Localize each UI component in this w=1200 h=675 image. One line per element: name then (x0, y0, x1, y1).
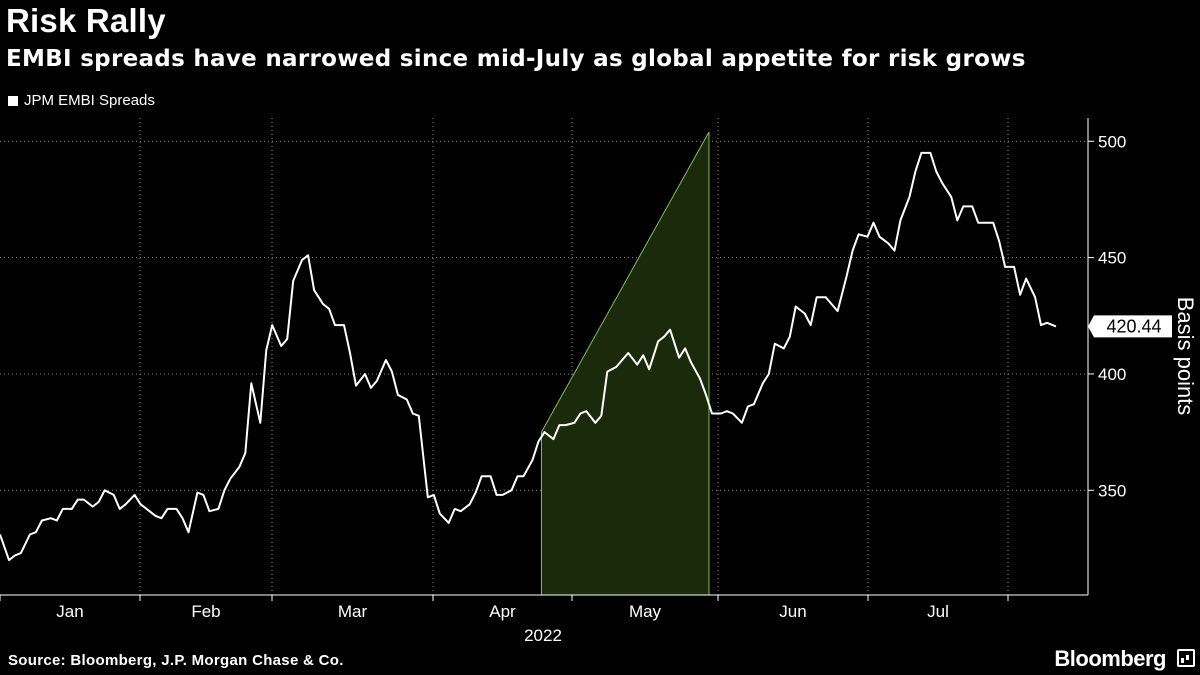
last-value-box (1088, 315, 1172, 338)
legend-swatch (8, 95, 18, 106)
x-tick-label: Jul (927, 602, 949, 621)
legend-label: JPM EMBI Spreads (24, 92, 155, 109)
x-tick-label: Jun (779, 602, 806, 621)
x-tick-label: Mar (338, 602, 368, 621)
chart-title: Risk Rally (6, 2, 166, 39)
legend: JPM EMBI Spreads (8, 92, 155, 109)
series-line-embi (0, 151, 1057, 562)
y-tick-label: 400 (1098, 365, 1126, 384)
chart-subtitle: EMBI spreads have narrowed since mid-Jul… (6, 46, 1026, 72)
source-note: Source: Bloomberg, J.P. Morgan Chase & C… (8, 652, 344, 669)
highlight-top-edge (541, 131, 710, 433)
y-tick-label: 350 (1098, 481, 1126, 500)
bar-chart-icon (1177, 649, 1195, 667)
last-value-text: 420.44 (1106, 316, 1161, 336)
y-tick-label: 450 (1098, 249, 1126, 268)
x-tick-label: Apr (489, 602, 516, 621)
x-tick-label: Feb (191, 602, 220, 621)
highlight-band (541, 131, 709, 595)
last-value-label: 420.44 (1088, 315, 1172, 338)
y-tick-label: 500 (1098, 132, 1126, 151)
x-tick-label: May (629, 602, 662, 621)
brand-logo: Bloomberg (1054, 646, 1166, 671)
x-tick-label: Jan (56, 602, 83, 621)
y-axis-label: Basis points (1173, 297, 1198, 416)
x-axis-label: 2022 (524, 626, 562, 645)
